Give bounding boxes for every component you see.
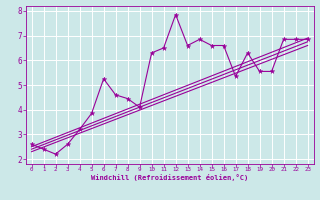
X-axis label: Windchill (Refroidissement éolien,°C): Windchill (Refroidissement éolien,°C) — [91, 174, 248, 181]
